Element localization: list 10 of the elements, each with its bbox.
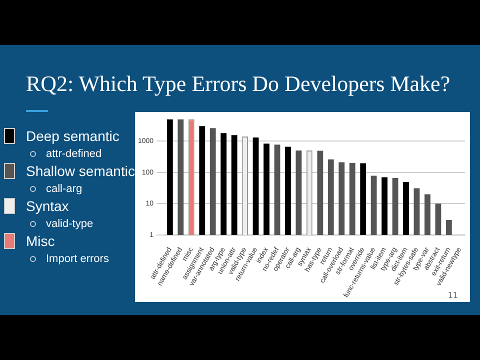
text: Import errors xyxy=(46,252,109,264)
legend-label: Deep semantic xyxy=(26,128,120,144)
text: 11 xyxy=(448,291,458,300)
text: valid-type xyxy=(46,218,94,230)
text: call-arg xyxy=(46,182,82,194)
text: attr-defined xyxy=(46,148,102,160)
legend-label: Shallow semantic xyxy=(26,163,135,179)
legend-label: Misc xyxy=(26,233,55,249)
legend-label: Syntax xyxy=(26,198,69,214)
chart-title: RQ2: Which Type Errors Do Developers Make? xyxy=(26,71,450,97)
